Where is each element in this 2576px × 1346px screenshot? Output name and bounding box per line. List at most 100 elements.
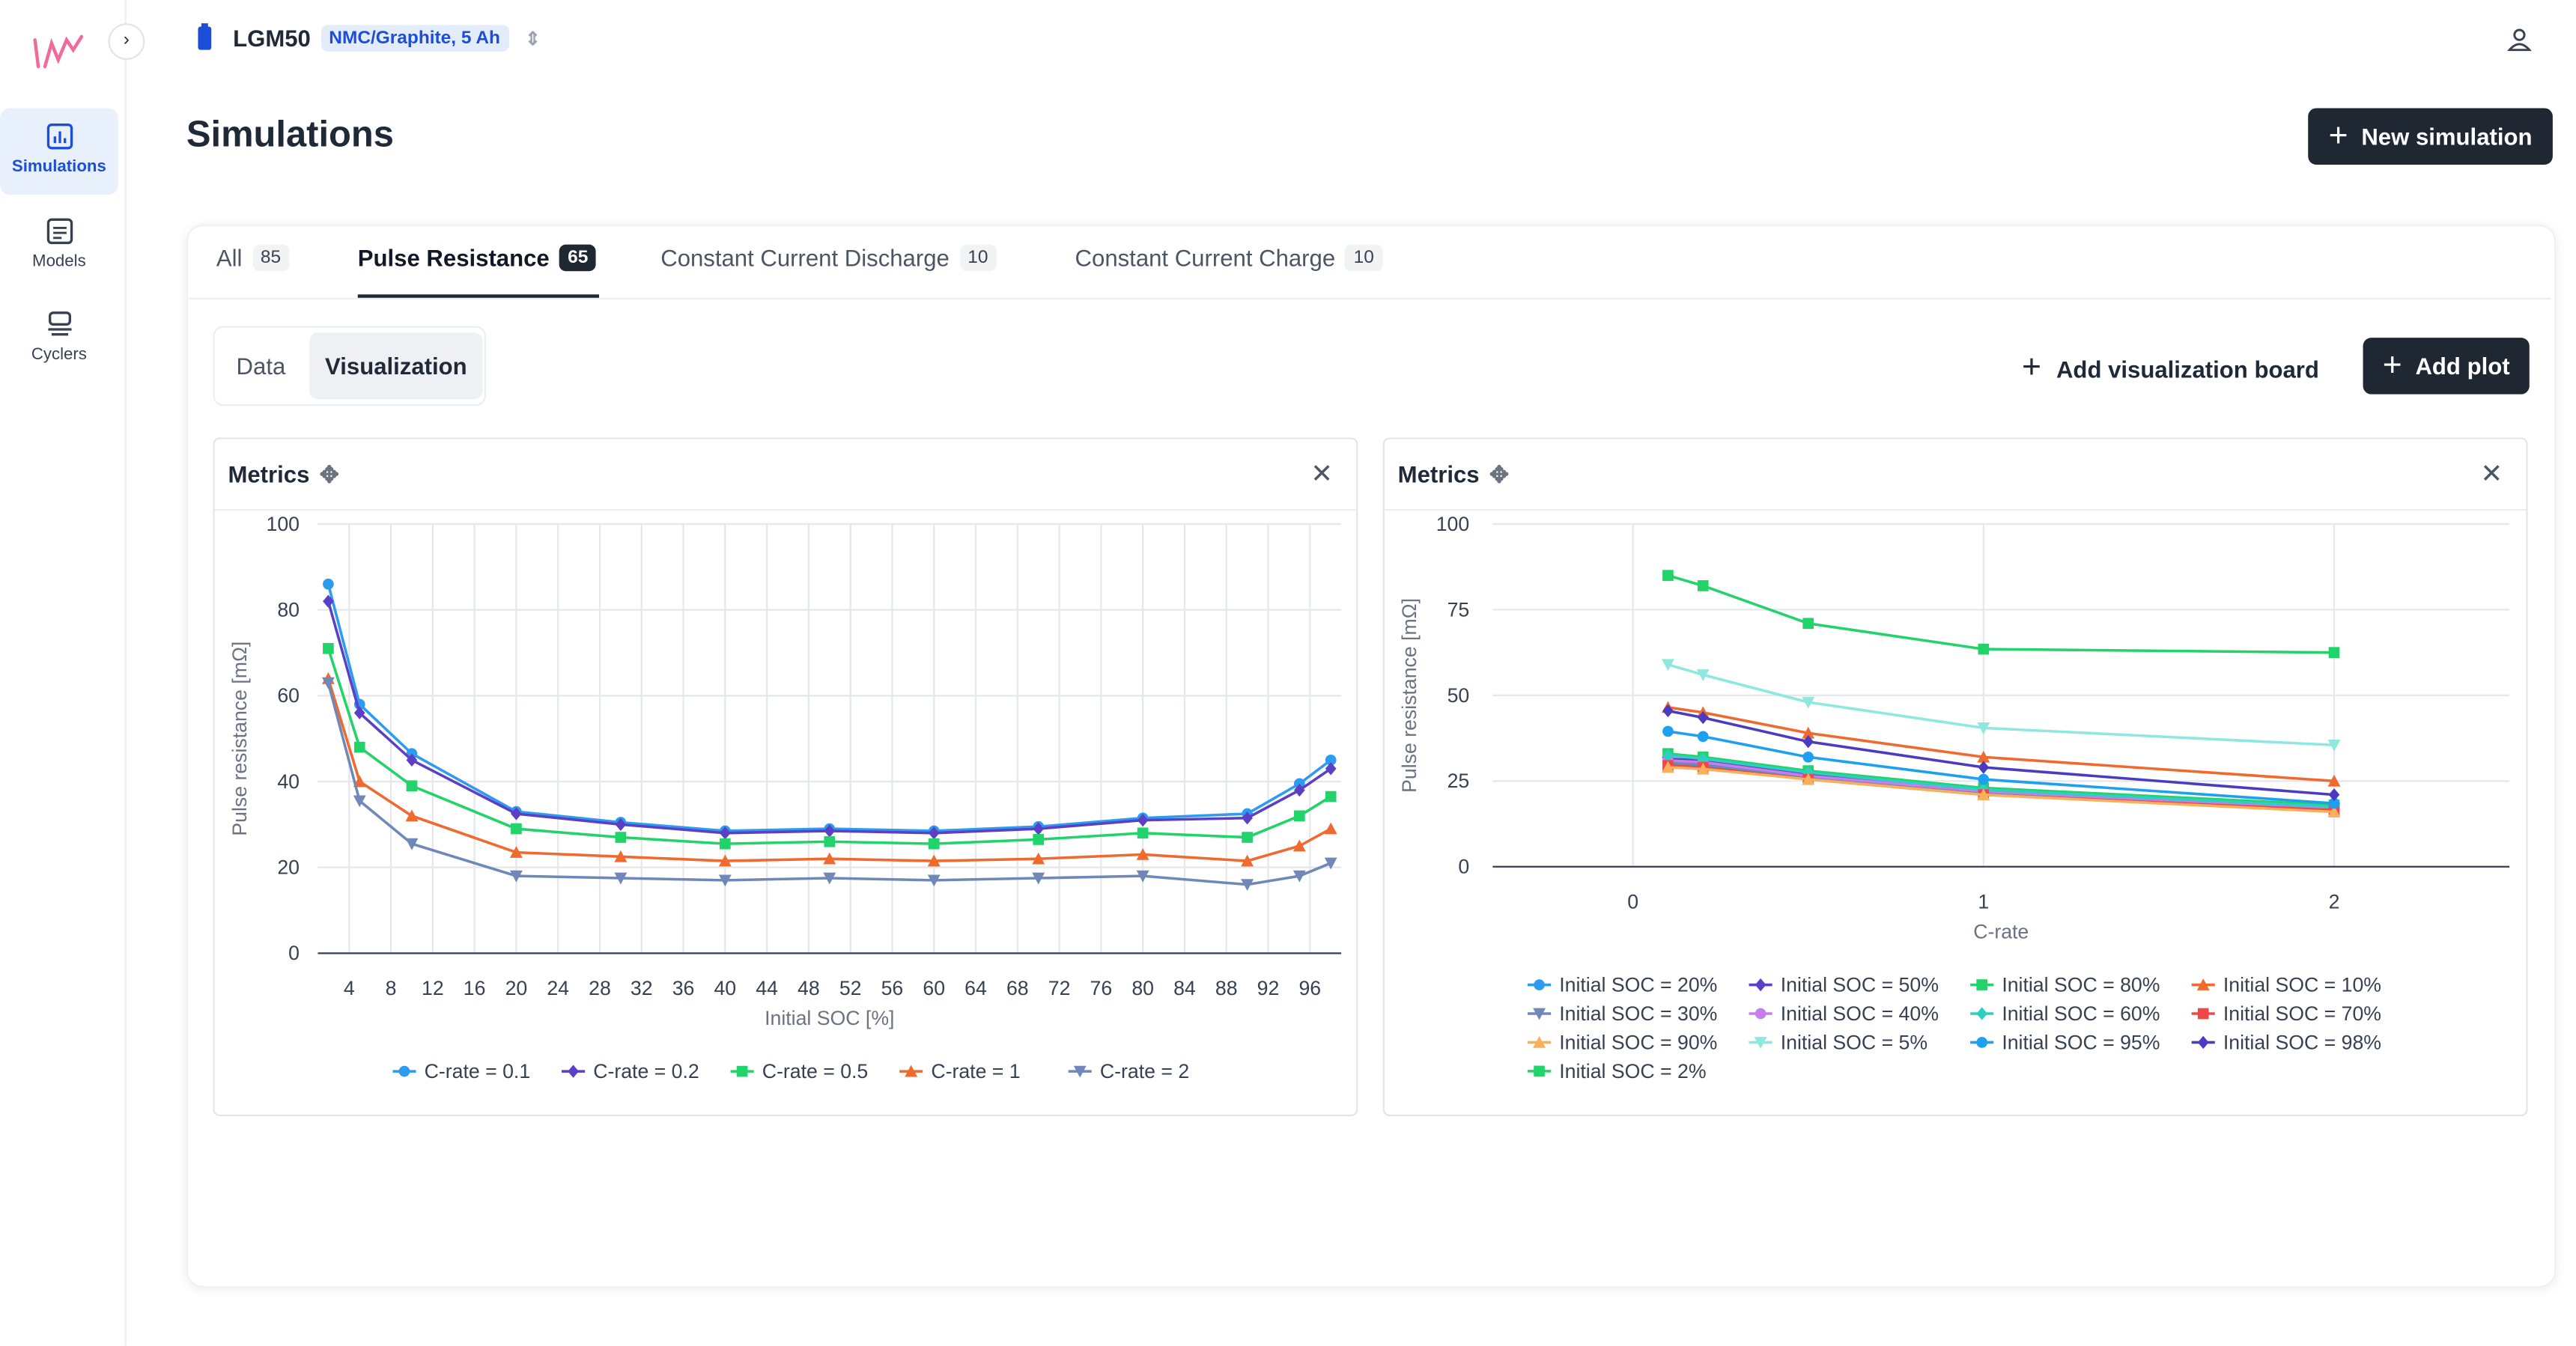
x-tick-label: 60 xyxy=(923,977,945,999)
x-tick-label: 72 xyxy=(1048,977,1071,999)
x-axis-label: Initial SOC [%] xyxy=(765,1007,894,1029)
y-tick-label: 100 xyxy=(267,513,300,535)
x-tick-label: 84 xyxy=(1173,977,1196,999)
legend-label: Initial SOC = 5% xyxy=(1781,1031,1928,1053)
nav-simulations[interactable]: Simulations xyxy=(0,108,118,195)
legend-marker xyxy=(905,1065,918,1077)
legend-marker xyxy=(1976,1007,1987,1020)
y-tick-label: 0 xyxy=(1458,856,1469,878)
tab[interactable]: All 85 xyxy=(216,244,290,272)
panel-header: Metrics ✥ ✕ xyxy=(214,439,1357,511)
x-tick-label: 68 xyxy=(1006,977,1029,999)
subtab[interactable]: Data xyxy=(236,353,286,380)
marker xyxy=(321,677,335,689)
nav-label: Models xyxy=(32,252,86,272)
x-tick-label: 40 xyxy=(714,977,736,999)
x-tick-label: 96 xyxy=(1298,977,1321,999)
tab-label: All xyxy=(216,244,243,272)
marker xyxy=(1293,810,1305,822)
cell-name: LGM50 xyxy=(233,25,311,52)
x-tick-label: 44 xyxy=(756,977,778,999)
series-line xyxy=(1668,709,2335,797)
x-tick-label: 24 xyxy=(547,977,569,999)
x-tick-label: 64 xyxy=(965,977,987,999)
marker xyxy=(1662,570,1674,581)
marker xyxy=(719,838,731,850)
marker xyxy=(1662,704,1674,718)
marker xyxy=(406,753,418,767)
marker xyxy=(405,809,419,822)
collapse-toggle[interactable]: › xyxy=(108,23,145,60)
x-tick-label: 20 xyxy=(505,977,528,999)
y-tick-label: 80 xyxy=(277,599,300,621)
marker xyxy=(927,854,941,867)
x-tick-label: 4 xyxy=(344,977,355,999)
marker xyxy=(1802,726,1815,739)
drag-handle[interactable]: ✥ xyxy=(319,460,339,487)
legend-marker xyxy=(1755,1008,1767,1020)
legend-label: C-rate = 0.2 xyxy=(593,1060,699,1082)
marker xyxy=(1661,761,1674,773)
marker xyxy=(1292,870,1306,883)
tab-count: 85 xyxy=(252,244,290,272)
legend-marker xyxy=(1533,1035,1546,1048)
marker xyxy=(1241,854,1254,867)
user-icon[interactable] xyxy=(2506,27,2533,54)
marker xyxy=(823,852,836,865)
chevron: ⇕ xyxy=(525,28,541,49)
legend-marker xyxy=(398,1065,410,1077)
new-simulation-button[interactable]: + New simulation xyxy=(2308,108,2553,165)
y-tick-label: 20 xyxy=(277,856,300,879)
legend-marker xyxy=(1754,1037,1767,1049)
panel-title: Metrics xyxy=(1397,460,1480,488)
marker xyxy=(1802,618,1814,630)
cell-badge: NMC/Graphite, 5 Ah xyxy=(321,25,509,52)
marker xyxy=(614,872,628,885)
legend-marker xyxy=(2197,1035,2209,1050)
marker xyxy=(1032,852,1045,865)
legend-label: Initial SOC = 90% xyxy=(1559,1031,1717,1053)
page-title: Simulations xyxy=(186,113,394,155)
tab[interactable]: Pulse Resistance 65 xyxy=(358,244,597,272)
y-axis-label: Pulse resistance [mΩ] xyxy=(1398,598,1421,793)
tab[interactable]: Constant Current Discharge 10 xyxy=(660,244,997,272)
legend-label: Initial SOC = 70% xyxy=(2223,1002,2381,1025)
marker xyxy=(615,817,627,831)
close-button[interactable]: ✕ xyxy=(1310,460,1333,490)
close-button[interactable]: ✕ xyxy=(2480,460,2503,490)
marker xyxy=(1697,731,1709,743)
legend-label: C-rate = 1 xyxy=(931,1060,1020,1082)
add-board-button[interactable]: + Add visualization board xyxy=(2021,349,2319,386)
drag-handle[interactable]: ✥ xyxy=(1489,460,1510,487)
tab-count: 65 xyxy=(559,244,597,272)
subtab-active[interactable]: Visualization xyxy=(309,332,483,400)
y-tick-label: 75 xyxy=(1448,598,1470,621)
legend-label: Initial SOC = 10% xyxy=(2223,973,2381,996)
marker xyxy=(1032,872,1045,885)
marker xyxy=(323,578,334,590)
x-tick-label: 16 xyxy=(464,977,486,999)
marker xyxy=(927,874,941,887)
legend-label: Initial SOC = 30% xyxy=(1559,1002,1717,1025)
marker xyxy=(719,826,731,840)
nav-models[interactable]: Models xyxy=(0,203,118,290)
marker xyxy=(353,795,366,808)
nav-label: Simulations xyxy=(11,158,106,177)
plot-panel: Metrics ✥ ✕ xyxy=(1382,437,2528,1117)
nav-cyclers[interactable]: Cyclers xyxy=(0,296,118,383)
marker xyxy=(1242,832,1253,843)
legend-marker xyxy=(1073,1065,1087,1078)
add-plot-button[interactable]: + Add plot xyxy=(2363,338,2530,395)
marker xyxy=(1136,848,1149,860)
marker xyxy=(718,874,732,887)
marker xyxy=(1662,749,1674,762)
legend-label: Initial SOC = 60% xyxy=(2002,1002,2160,1025)
tab-label: Constant Current Discharge xyxy=(660,244,950,272)
cell-selector[interactable]: LGM50 NMC/Graphite, 5 Ah ⇕ xyxy=(193,22,541,55)
y-tick-label: 100 xyxy=(1436,513,1469,535)
x-tick-label: 32 xyxy=(631,977,653,999)
series-line xyxy=(326,648,1332,845)
card xyxy=(186,224,2557,1288)
marker xyxy=(928,826,940,840)
tab[interactable]: Constant Current Charge 10 xyxy=(1075,244,1382,272)
